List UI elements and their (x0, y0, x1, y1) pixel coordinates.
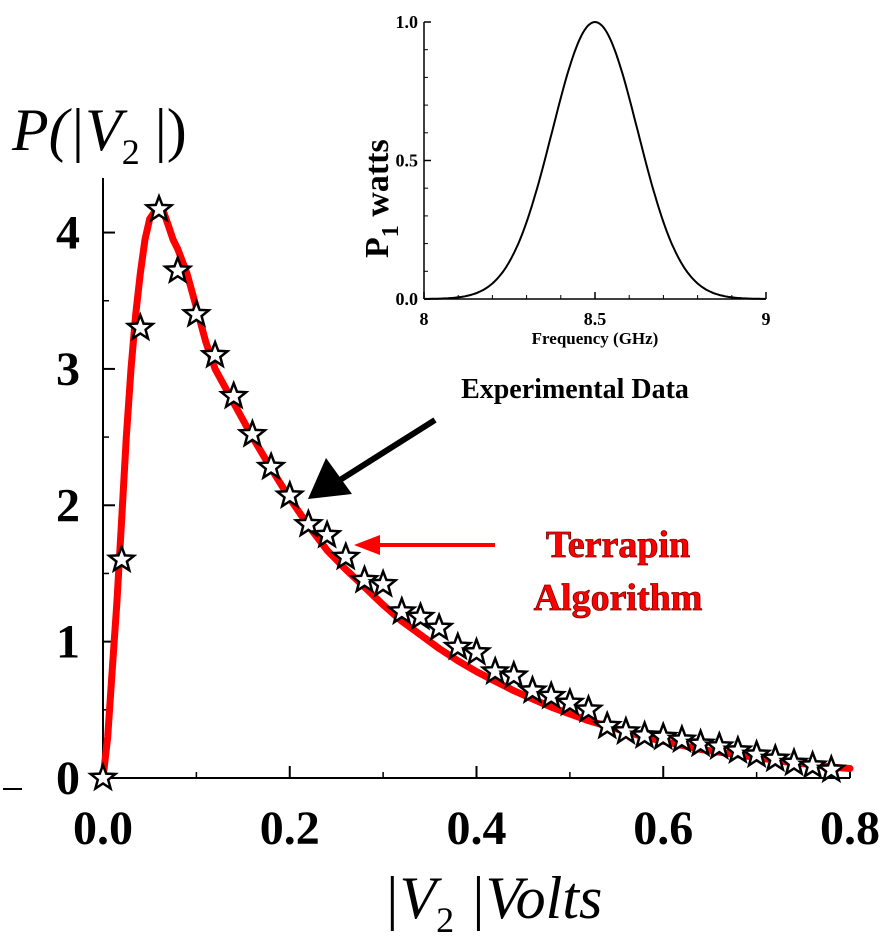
experimental-star-marker (218, 379, 250, 410)
experimental-star-marker (796, 749, 829, 780)
experimental-star-marker (161, 254, 194, 285)
experimental-star-marker (740, 738, 773, 769)
experimental-star-marker (535, 679, 567, 710)
inset-axis-ticks (423, 21, 767, 300)
experimental-star-marker (311, 518, 343, 549)
experimental-star-marker (274, 479, 306, 510)
main-plot: 0.0 0.2 0.4 0.6 0.8 0 1 2 3 4 P(|V2 |) |V2 |Volts… (3, 97, 880, 940)
main-x-tick-label: 0.4 (447, 802, 507, 855)
inset-plot: 8 8.5 9 0.0 0.5 1.0 Frequency (GHz) P1 watts (359, 12, 771, 348)
inset-x-tick-label: 9 (762, 309, 771, 329)
experimental-star-marker (236, 417, 269, 448)
main-y-tick-label: 1 (56, 616, 80, 669)
main-x-tick-label: 0.8 (820, 802, 880, 855)
experimental-star-marker (460, 635, 493, 666)
experimental-star-marker (722, 734, 754, 765)
terrapin-annotation-line2: Algorithm (534, 577, 703, 619)
main-y-label: P(|V2 |) (11, 97, 187, 172)
terrapin-series-line (99, 205, 854, 782)
experimental-star-marker (815, 753, 848, 784)
experimental-star-marker (684, 727, 717, 758)
experimental-star-marker (572, 693, 605, 724)
main-x-label: |V2 |Volts (383, 865, 602, 940)
inset-x-tick-label: 8.5 (584, 309, 607, 329)
experimental-star-marker (628, 719, 661, 750)
inset-y-tick-label: 0.5 (396, 151, 419, 171)
experimental-star-marker (479, 655, 511, 686)
experimental-star-marker (516, 674, 549, 705)
inset-y-tick-label: 1.0 (396, 12, 419, 32)
experimental-star-marker (255, 450, 287, 481)
experimental-star-marker (404, 600, 437, 631)
inset-y-tick-label: 0.0 (396, 289, 419, 309)
experimental-star-marker (778, 746, 810, 777)
experimental-star-marker (385, 595, 418, 626)
experimental-star-marker (330, 540, 362, 571)
experimental-star-marker (124, 311, 157, 342)
main-axis-ticks (102, 231, 851, 779)
experimental-star-marker (610, 715, 642, 746)
experimental-star-marker (759, 742, 792, 773)
inset-tick-labels: 8 8.5 9 0.0 0.5 1.0 (396, 12, 771, 329)
experimental-series-markers (87, 192, 848, 792)
inset-y-label: P1 watts (359, 139, 404, 258)
main-x-tick-label: 0.0 (73, 802, 133, 855)
experimental-star-marker (292, 507, 325, 538)
experimental-star-marker (180, 297, 213, 328)
experimental-star-marker (498, 659, 530, 690)
main-tick-labels: 0.0 0.2 0.4 0.6 0.8 0 1 2 3 4 (56, 207, 880, 855)
experimental-data-annotation: Experimental Data (461, 374, 689, 405)
experimental-star-marker (367, 567, 399, 598)
main-y-tick-label: 0 (56, 752, 80, 805)
experimental-star-marker (554, 686, 586, 717)
main-x-tick-label: 0.6 (633, 802, 693, 855)
experimental-star-marker (87, 761, 119, 792)
experimental-star-marker (442, 630, 474, 661)
main-x-tick-label: 0.2 (260, 802, 320, 855)
experimental-arrow (308, 417, 437, 499)
inset-gaussian-line (424, 20, 766, 300)
experimental-star-marker (666, 723, 698, 754)
experimental-star-marker (105, 543, 138, 574)
experimental-star-marker (703, 730, 735, 761)
experimental-star-marker (199, 338, 231, 369)
main-y-tick-label: 4 (56, 207, 80, 260)
experimental-star-marker (423, 611, 455, 642)
main-y-tick-label: 2 (56, 479, 80, 532)
terrapin-arrow (354, 535, 495, 555)
inset-x-tick-label: 8 (420, 309, 429, 329)
experimental-star-marker (647, 720, 679, 751)
inset-x-label: Frequency (GHz) (532, 329, 659, 348)
experimental-star-marker (591, 709, 623, 740)
experimental-star-marker (143, 192, 175, 223)
main-y-tick-label: 3 (56, 343, 80, 396)
experimental-star-marker (348, 563, 381, 594)
terrapin-annotation-line1: Terrapin (546, 524, 690, 566)
